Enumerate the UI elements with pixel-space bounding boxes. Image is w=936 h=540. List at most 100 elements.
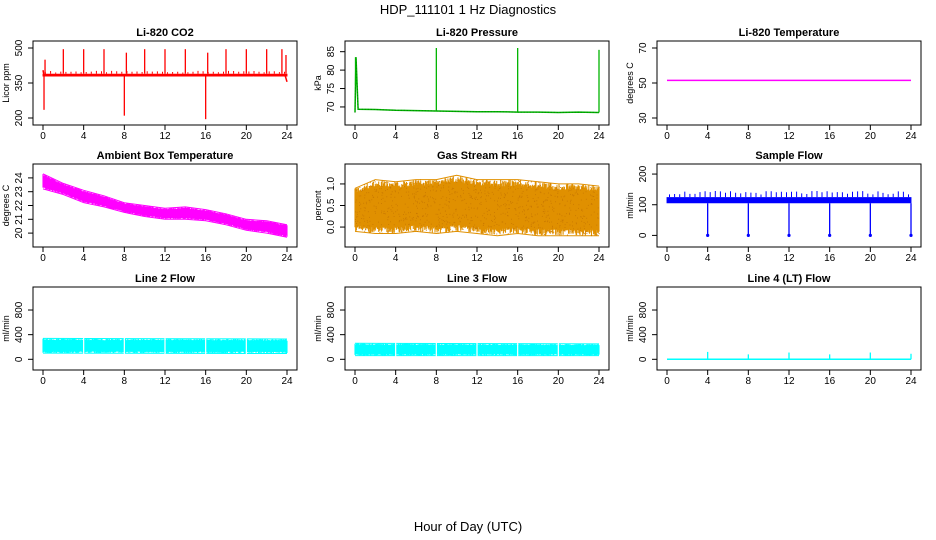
- y-axis-label: Licor ppm: [1, 63, 11, 103]
- series-spike-point: [909, 233, 913, 237]
- x-tick-label: 16: [512, 131, 524, 142]
- y-axis-label: ml/min: [1, 315, 11, 342]
- y-tick-label: 400: [326, 326, 337, 343]
- chart-panel: Line 4 (LT) Flow ml/min 0 4 8 12 16 20 24 0 400 800: [625, 273, 922, 387]
- x-tick-label: 20: [865, 131, 877, 142]
- y-axis-label: degrees C: [1, 184, 11, 226]
- series-upper: [354, 174, 600, 189]
- y-tick-label: 0: [14, 356, 25, 362]
- x-tick-label: 24: [905, 376, 917, 387]
- series-ticks: [669, 191, 909, 198]
- chart-panel: Li-820 Pressure kPa 0 4 8 12 16 20 24 70 75 80 85: [313, 27, 610, 142]
- chart-panel: Gas Stream RH percent 0 4 8 12 16 20 24 0.0 0.5 1.0: [313, 150, 610, 264]
- y-tick-label: 800: [638, 301, 649, 318]
- data-layer: [42, 173, 288, 238]
- x-tick-label: 20: [553, 376, 565, 387]
- x-tick-label: 12: [159, 253, 171, 264]
- series-line: [354, 57, 599, 114]
- data-layer: [354, 174, 600, 237]
- y-tick-label: 200: [638, 165, 649, 182]
- x-tick-label: 24: [281, 376, 293, 387]
- x-tick-label: 8: [746, 376, 752, 387]
- y-tick-label: 350: [14, 74, 25, 91]
- chart-panel: Line 3 Flow ml/min 0 4 8 12 16 20 24 0 400 800: [313, 273, 610, 387]
- series-upper: [42, 173, 288, 226]
- x-tick-label: 12: [783, 376, 795, 387]
- y-tick-label: 70: [326, 101, 337, 113]
- panel-title: Sample Flow: [755, 150, 823, 162]
- x-tick-label: 0: [40, 253, 46, 264]
- x-tick-label: 8: [434, 376, 440, 387]
- x-tick-label: 24: [593, 131, 605, 142]
- x-tick-label: 24: [905, 253, 917, 264]
- chart-panel: Ambient Box Temperature degrees C 0 4 8 12 16 2…: [1, 150, 298, 264]
- data-layer: [42, 337, 288, 355]
- x-tick-label: 12: [783, 253, 795, 264]
- chart-panel: Li-820 Temperature degrees C 0 4 8 12 16 20 24 30…: [625, 27, 922, 142]
- plot-frame: [32, 163, 298, 248]
- y-tick-label: 50: [638, 77, 649, 89]
- x-tick-label: 8: [122, 253, 128, 264]
- y-tick-label: 0.5: [326, 198, 337, 212]
- series-line: [42, 70, 288, 83]
- x-tick-label: 16: [200, 376, 212, 387]
- x-tick-label: 24: [593, 376, 605, 387]
- series-spike-point: [868, 233, 872, 237]
- x-tick-label: 8: [434, 253, 440, 264]
- y-tick-label: 500: [14, 39, 25, 56]
- plot-frame: [656, 40, 922, 126]
- x-tick-label: 16: [200, 131, 212, 142]
- x-tick-label: 24: [593, 253, 605, 264]
- panel-title: Line 3 Flow: [447, 273, 507, 285]
- y-tick-label: 30: [638, 112, 649, 124]
- x-tick-label: 8: [122, 131, 128, 142]
- x-tick-label: 16: [200, 253, 212, 264]
- y-tick-label: 24: [14, 172, 25, 184]
- chart-panel: Sample Flow ml/min 0 4 8 12 16 20 24 0 100 200: [625, 150, 922, 264]
- y-tick-label: 800: [14, 301, 25, 318]
- y-axis-label: ml/min: [625, 192, 635, 219]
- data-layer: [667, 351, 912, 361]
- panel-title: Li-820 CO2: [136, 27, 193, 39]
- y-tick-label: 21: [14, 213, 25, 225]
- x-tick-label: 20: [553, 131, 565, 142]
- x-tick-label: 12: [471, 253, 483, 264]
- y-tick-label: 75: [326, 83, 337, 95]
- x-tick-label: 0: [40, 131, 46, 142]
- y-tick-label: 0: [638, 356, 649, 362]
- x-tick-label: 4: [81, 376, 87, 387]
- data-layer: [666, 191, 913, 237]
- x-tick-label: 12: [471, 131, 483, 142]
- x-tick-label: 0: [352, 253, 358, 264]
- panel-title: Gas Stream RH: [437, 150, 517, 162]
- x-tick-label: 12: [159, 376, 171, 387]
- series-dots: [354, 57, 599, 114]
- y-axis-label: degrees C: [625, 62, 635, 104]
- y-tick-label: 800: [326, 301, 337, 318]
- x-tick-label: 4: [705, 253, 711, 264]
- panel-title: Li-820 Pressure: [436, 27, 518, 39]
- x-tick-label: 4: [393, 253, 399, 264]
- series-spike-point: [828, 233, 832, 237]
- plot-frame: [32, 286, 298, 371]
- y-tick-label: 0: [638, 232, 649, 238]
- panel-title: Li-820 Temperature: [739, 27, 840, 39]
- chart-panel: Line 2 Flow ml/min 0 4 8 12 16 20 24 0 400 800: [1, 273, 298, 387]
- x-tick-label: 0: [352, 376, 358, 387]
- y-tick-label: 200: [14, 109, 25, 126]
- x-tick-label: 4: [393, 131, 399, 142]
- x-tick-label: 20: [241, 253, 253, 264]
- x-tick-label: 0: [664, 376, 670, 387]
- y-tick-label: 400: [14, 326, 25, 343]
- x-tick-label: 0: [664, 131, 670, 142]
- x-tick-label: 16: [512, 253, 524, 264]
- data-layer: [354, 48, 600, 114]
- x-tick-label: 12: [471, 376, 483, 387]
- data-layer: [354, 342, 600, 357]
- x-tick-label: 12: [159, 131, 171, 142]
- x-tick-label: 16: [824, 376, 836, 387]
- y-axis-label: ml/min: [625, 315, 635, 342]
- x-tick-label: 24: [905, 131, 917, 142]
- panel-title: Ambient Box Temperature: [97, 150, 234, 162]
